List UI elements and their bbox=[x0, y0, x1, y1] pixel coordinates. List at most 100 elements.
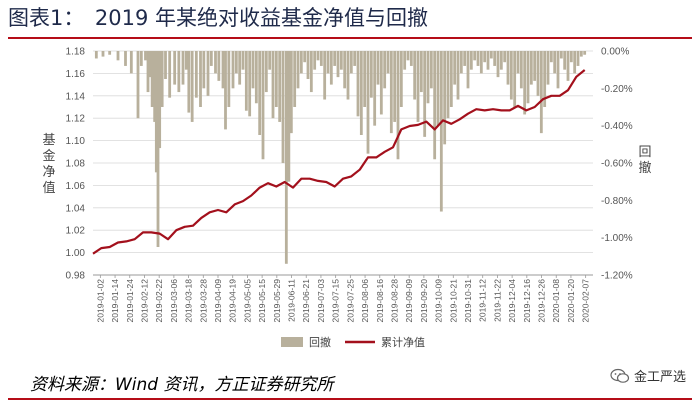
drawdown-bar bbox=[319, 51, 323, 66]
drawdown-bar bbox=[459, 51, 463, 74]
drawdown-bar bbox=[576, 51, 580, 66]
drawdown-bar bbox=[383, 51, 387, 89]
drawdown-bar bbox=[419, 51, 423, 93]
drawdown-bar bbox=[483, 51, 487, 63]
drawdown-bar bbox=[221, 51, 225, 89]
y-axis-label-char: 值 bbox=[42, 180, 55, 196]
drawdown-bar bbox=[493, 51, 497, 66]
drawdown-bar bbox=[559, 51, 563, 59]
drawdown-bar bbox=[227, 51, 231, 107]
y-axis-label-char: 净 bbox=[42, 165, 55, 180]
y-tick-label: 1.00 bbox=[66, 248, 86, 259]
source-note: 资料来源：Wind 资讯，方正证券研究所 bbox=[30, 375, 334, 395]
drawdown-bar bbox=[436, 51, 440, 126]
drawdown-bar bbox=[569, 51, 573, 63]
drawdown-bar bbox=[469, 51, 473, 70]
drawdown-bar bbox=[261, 51, 265, 160]
drawdown-bar bbox=[476, 51, 480, 66]
drawdown-bar bbox=[553, 51, 557, 74]
drawdown-bar bbox=[346, 51, 350, 100]
drawdown-bar bbox=[160, 51, 164, 107]
x-tick-label: 2019-10-31 bbox=[463, 279, 473, 323]
y2-axis-label-char: 回 bbox=[638, 145, 651, 160]
drawdown-bar bbox=[529, 51, 533, 85]
x-tick-label: 2019-10-09 bbox=[434, 279, 444, 323]
nav-line bbox=[92, 69, 586, 255]
drawdown-bar bbox=[108, 51, 112, 55]
x-tick-label: 2019-08-28 bbox=[389, 279, 399, 323]
drawdown-bar bbox=[293, 51, 297, 107]
drawdown-bar bbox=[416, 51, 420, 122]
drawdown-bar bbox=[251, 51, 255, 89]
drawdown-bar bbox=[339, 51, 343, 70]
drawdown-bar bbox=[329, 51, 333, 85]
drawdown-bar bbox=[363, 51, 367, 107]
drawdown-bar bbox=[546, 51, 550, 85]
x-tick-label: 2019-03-28 bbox=[198, 279, 208, 323]
y-tick-label: 1.04 bbox=[66, 203, 86, 214]
drawdown-bar bbox=[536, 51, 540, 96]
drawdown-bar bbox=[278, 51, 282, 122]
drawdown-bar bbox=[409, 51, 413, 66]
nav-line-layer bbox=[92, 69, 586, 255]
bottom-divider bbox=[8, 398, 692, 400]
y2-axis-ticks: 0.00% -0.20% -0.40% -0.60% -0.80% -1.00% -1.20… bbox=[601, 47, 633, 282]
y2-tick-label: -0.20% bbox=[601, 84, 633, 95]
drawdown-bar bbox=[393, 51, 397, 122]
drawdown-bar bbox=[376, 51, 380, 85]
y-tick-label: 1.02 bbox=[66, 226, 86, 237]
drawdown-bar bbox=[489, 51, 493, 59]
drawdown-bar bbox=[429, 51, 433, 89]
y-axis-label-char: 基 bbox=[42, 133, 55, 148]
drawdown-bar bbox=[214, 51, 217, 74]
drawdown-bar bbox=[496, 51, 500, 78]
drawdown-bar bbox=[463, 51, 467, 66]
drawdown-bar bbox=[509, 51, 513, 100]
x-tick-label: 2019-01-14 bbox=[110, 279, 120, 323]
drawdown-bar bbox=[446, 51, 450, 119]
x-axis-ticks: 2019-01-02 2019-01-14 2019-01-24 2019-02-12… bbox=[95, 275, 591, 323]
drawdown-bar bbox=[486, 51, 490, 70]
drawdown-bar bbox=[136, 51, 140, 119]
x-tick-label: 2020-01-20 bbox=[566, 279, 576, 323]
drawdown-bar bbox=[366, 51, 370, 154]
drawdown-bar bbox=[139, 51, 143, 66]
drawdown-bar bbox=[181, 51, 185, 85]
x-tick-label: 2019-12-26 bbox=[537, 279, 547, 323]
y-tick-label: 1.14 bbox=[66, 91, 86, 102]
x-tick-label: 2019-03-18 bbox=[184, 279, 194, 323]
x-tick-label: 2019-01-24 bbox=[125, 279, 135, 323]
drawdown-bar bbox=[379, 51, 383, 115]
drawdown-bar bbox=[231, 51, 235, 89]
drawdown-bar bbox=[333, 51, 337, 66]
y2-axis-label-char: 撤 bbox=[638, 160, 651, 176]
drawdown-bar bbox=[129, 51, 133, 74]
y2-tick-label: -1.00% bbox=[601, 233, 633, 244]
drawdown-bar bbox=[513, 51, 517, 107]
drawdown-bar bbox=[306, 51, 310, 79]
nav-drawdown-chart: 0.98 1.00 1.02 1.04 1.06 1.08 1.10 1.12 1.14 1.16… bbox=[42, 47, 651, 350]
drawdown-bar bbox=[443, 51, 447, 145]
legend: 回撤 累计净值 bbox=[281, 335, 425, 349]
drawdown-bar bbox=[466, 51, 470, 89]
drawdown-bar bbox=[579, 51, 583, 57]
drawdown-bar bbox=[241, 51, 245, 70]
x-tick-label: 2019-07-03 bbox=[316, 279, 326, 323]
drawdown-bar bbox=[386, 51, 390, 74]
drawdown-bar bbox=[187, 51, 191, 113]
drawdown-bar bbox=[523, 51, 527, 115]
drawdown-bar bbox=[234, 51, 238, 74]
drawdown-bar bbox=[539, 51, 543, 134]
grid bbox=[93, 50, 593, 276]
drawdown-bar bbox=[209, 51, 213, 66]
drawdown-bar bbox=[396, 51, 400, 160]
drawdown-bar bbox=[150, 51, 154, 107]
drawdown-bar bbox=[281, 51, 285, 163]
drawdown-bar bbox=[356, 51, 360, 117]
x-tick-label: 2019-05-15 bbox=[257, 279, 267, 323]
drawdown-bar bbox=[206, 51, 210, 96]
drawdown-bar bbox=[349, 51, 353, 74]
drawdown-bar bbox=[194, 51, 198, 98]
x-tick-label: 2019-02-22 bbox=[154, 279, 164, 323]
drawdown-bar bbox=[316, 51, 320, 61]
